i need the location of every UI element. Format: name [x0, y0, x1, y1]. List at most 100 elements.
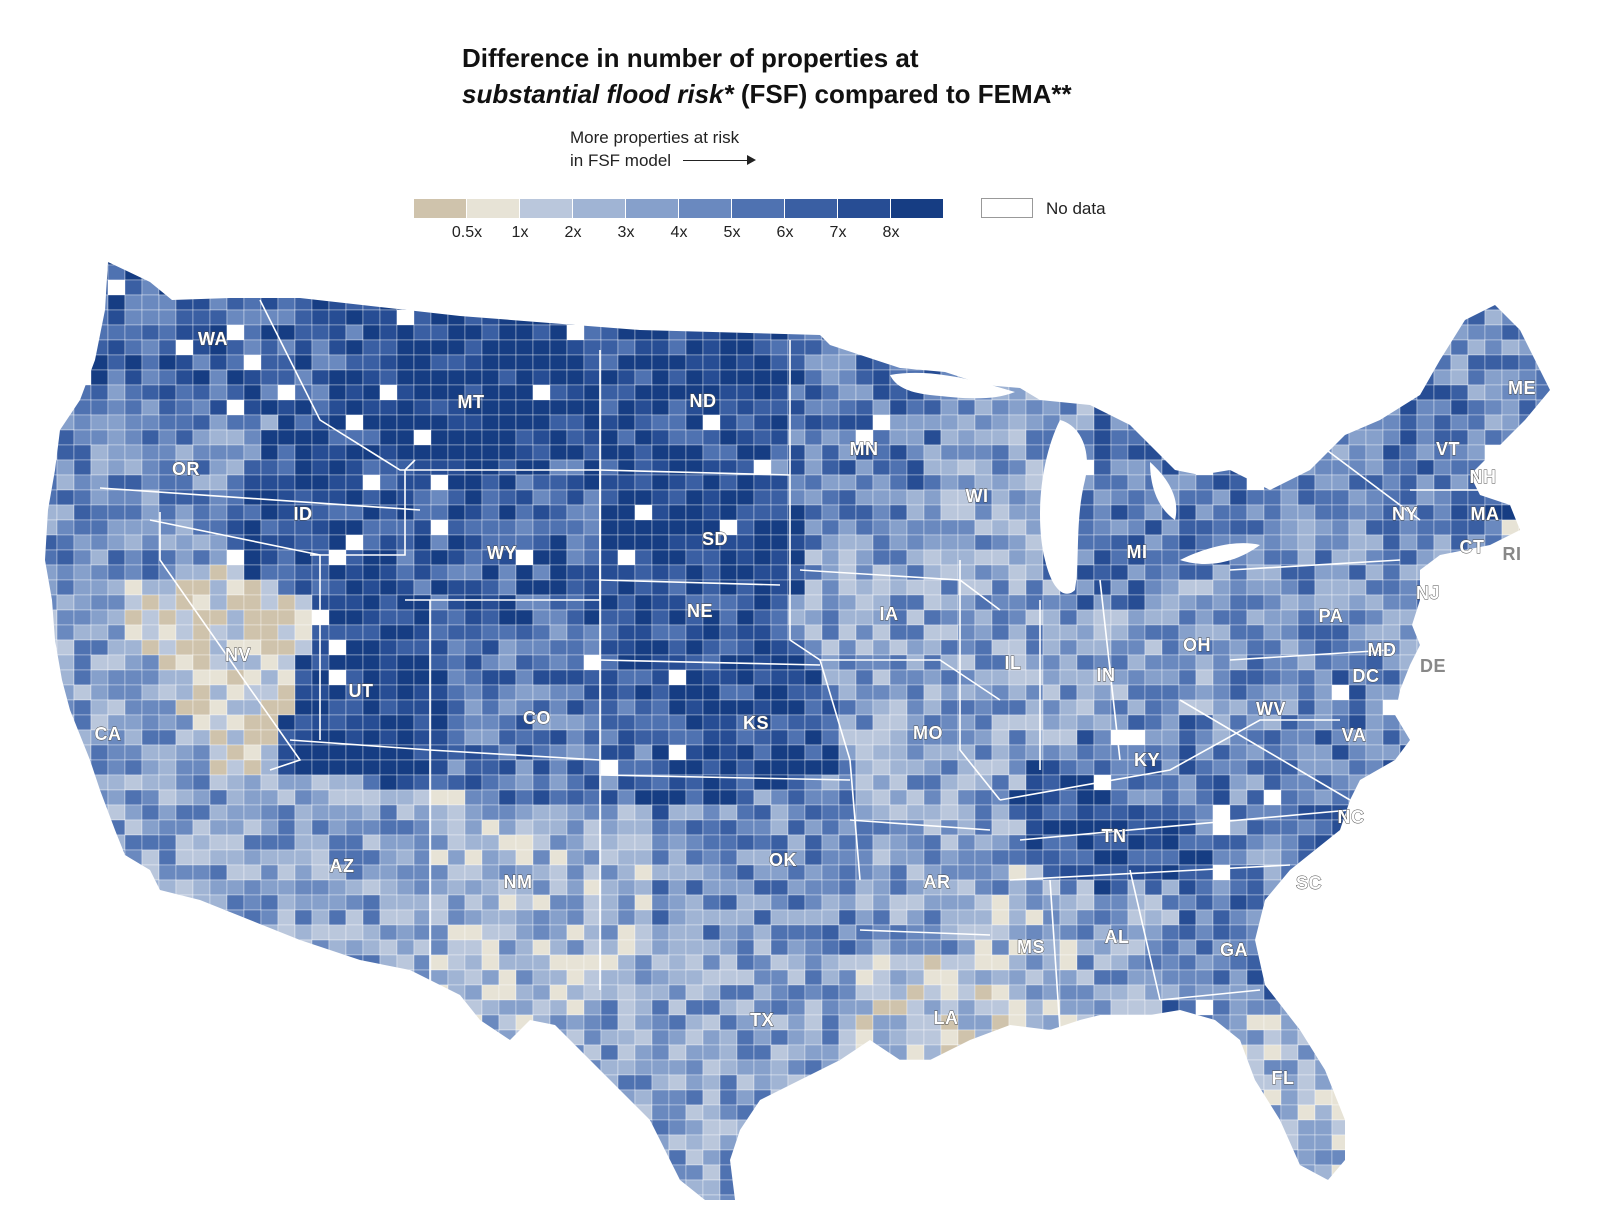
county-cell	[906, 864, 925, 881]
county-cell	[549, 654, 568, 671]
county-cell	[855, 714, 874, 731]
county-cell	[124, 789, 143, 806]
county-cell	[736, 804, 755, 821]
county-cell	[1263, 819, 1282, 836]
county-cell	[447, 939, 466, 956]
county-cell	[192, 564, 211, 581]
county-cell	[1008, 609, 1027, 626]
county-cell	[600, 564, 619, 581]
county-cell	[1008, 624, 1027, 641]
county-cell	[787, 969, 806, 986]
county-cell	[1484, 262, 1503, 266]
county-cell	[821, 549, 840, 566]
county-cell	[1229, 609, 1248, 626]
county-cell	[447, 519, 466, 536]
county-cell	[1127, 609, 1146, 626]
county-cell	[889, 624, 908, 641]
county-cell	[413, 909, 432, 926]
county-cell	[855, 669, 874, 686]
county-cell	[1501, 654, 1520, 671]
county-cell	[379, 429, 398, 446]
county-cell	[1297, 564, 1316, 581]
county-cell	[1365, 264, 1384, 281]
county-cell	[1195, 999, 1214, 1016]
county-cell	[498, 609, 517, 626]
county-cell	[481, 909, 500, 926]
county-cell	[243, 774, 262, 791]
county-cell	[1484, 669, 1503, 686]
county-cell	[1093, 984, 1112, 1001]
county-cell	[651, 324, 670, 341]
county-cell	[362, 579, 381, 596]
county-cell	[430, 534, 449, 551]
county-cell	[226, 309, 245, 326]
county-cell	[617, 262, 636, 266]
county-cell	[736, 669, 755, 686]
county-cell	[787, 714, 806, 731]
county-cell	[1416, 549, 1435, 566]
county-cell	[1059, 639, 1078, 656]
county-cell	[1518, 444, 1537, 461]
county-cell	[1518, 474, 1537, 491]
county-cell	[1093, 429, 1112, 446]
county-cell	[56, 849, 75, 866]
county-cell	[141, 534, 160, 551]
county-cell	[107, 309, 126, 326]
county-cell	[549, 864, 568, 881]
county-cell	[1161, 262, 1180, 266]
county-cell	[1246, 684, 1265, 701]
county-cell	[872, 549, 891, 566]
county-cell	[855, 999, 874, 1016]
county-cell	[1127, 324, 1146, 341]
county-cell	[1161, 969, 1180, 986]
county-cell	[243, 744, 262, 761]
county-cell	[430, 624, 449, 641]
county-cell	[209, 549, 228, 566]
county-cell	[821, 609, 840, 626]
county-cell	[1365, 414, 1384, 431]
county-cell	[345, 579, 364, 596]
county-cell	[685, 909, 704, 926]
county-cell	[464, 534, 483, 551]
county-cell	[957, 969, 976, 986]
county-cell	[600, 519, 619, 536]
county-cell	[90, 789, 109, 806]
county-cell	[1246, 339, 1265, 356]
county-cell	[1348, 834, 1367, 851]
county-cell	[209, 684, 228, 701]
county-cell	[175, 804, 194, 821]
county-cell	[855, 369, 874, 386]
county-cell	[1297, 624, 1316, 641]
county-cell	[464, 279, 483, 296]
county-cell	[1399, 789, 1418, 806]
county-cell	[1553, 415, 1570, 430]
county-cell	[974, 609, 993, 626]
county-cell	[226, 774, 245, 791]
county-cell	[753, 459, 772, 476]
county-cell	[1110, 909, 1129, 926]
county-cell	[1280, 804, 1299, 821]
county-cell	[651, 384, 670, 401]
county-cell	[107, 954, 126, 971]
county-cell	[73, 459, 92, 476]
county-cell	[634, 804, 653, 821]
county-cell	[940, 399, 959, 416]
county-cell	[56, 504, 75, 521]
county-cell	[1246, 1029, 1265, 1046]
county-cell	[1450, 279, 1469, 296]
county-cell	[668, 1014, 687, 1031]
county-cell	[1144, 849, 1163, 866]
county-cell	[56, 879, 75, 896]
county-cell	[532, 999, 551, 1016]
county-cell	[906, 262, 925, 266]
county-cell	[838, 939, 857, 956]
county-cell	[1501, 489, 1520, 506]
county-cell	[1025, 369, 1044, 386]
county-cell	[804, 804, 823, 821]
county-cell	[1008, 714, 1027, 731]
county-cell	[1365, 262, 1384, 266]
county-cell	[617, 444, 636, 461]
county-cell	[889, 414, 908, 431]
county-cell	[1093, 339, 1112, 356]
county-cell	[430, 864, 449, 881]
